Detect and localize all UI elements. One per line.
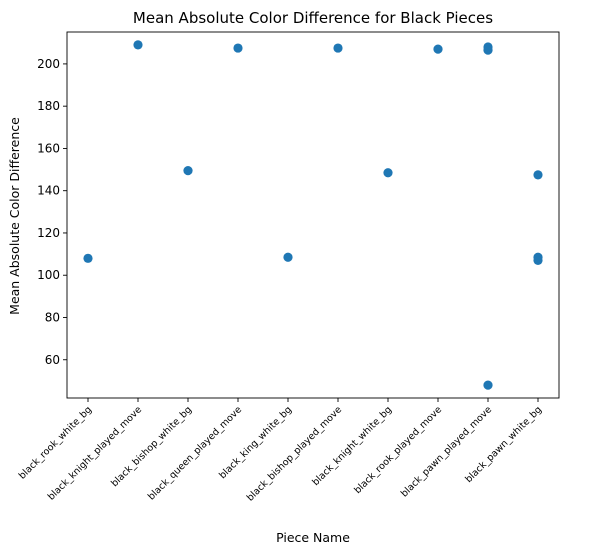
y-tick-label: 60 [45,353,60,367]
y-tick-label: 180 [37,99,60,113]
y-tick-label: 100 [37,268,60,282]
data-point [183,166,193,176]
x-tick-label: black_bishop_white_bg [109,404,194,489]
y-tick-label: 80 [45,310,60,324]
data-point [233,43,243,53]
y-axis-label: Mean Absolute Color Difference [7,117,22,315]
x-tick-label: black_rook_played_move [352,404,444,496]
data-point [483,380,493,390]
data-point [483,45,493,55]
plot-area: 6080100120140160180200black_rook_white_b… [17,31,560,504]
y-tick-label: 120 [37,226,60,240]
y-tick-label: 160 [37,141,60,155]
chart-title: Mean Absolute Color Difference for Black… [133,9,493,27]
y-tick-label: 200 [37,57,60,71]
x-tick-label: black_pawn_played_move [399,404,494,499]
data-point [533,255,543,266]
y-tick-label: 140 [37,184,60,198]
x-tick-label: black_queen_played_move [146,404,244,502]
data-point [433,44,443,54]
data-point [83,253,93,263]
data-point [533,170,543,180]
data-point [383,168,393,178]
plot-frame [66,31,560,399]
data-point [133,40,143,50]
data-point [333,43,343,53]
x-axis-label: Piece Name [276,530,350,545]
x-tick-label: black_knight_played_move [46,404,144,502]
data-point [283,252,293,262]
x-tick-label: black_bishop_played_move [245,404,344,503]
